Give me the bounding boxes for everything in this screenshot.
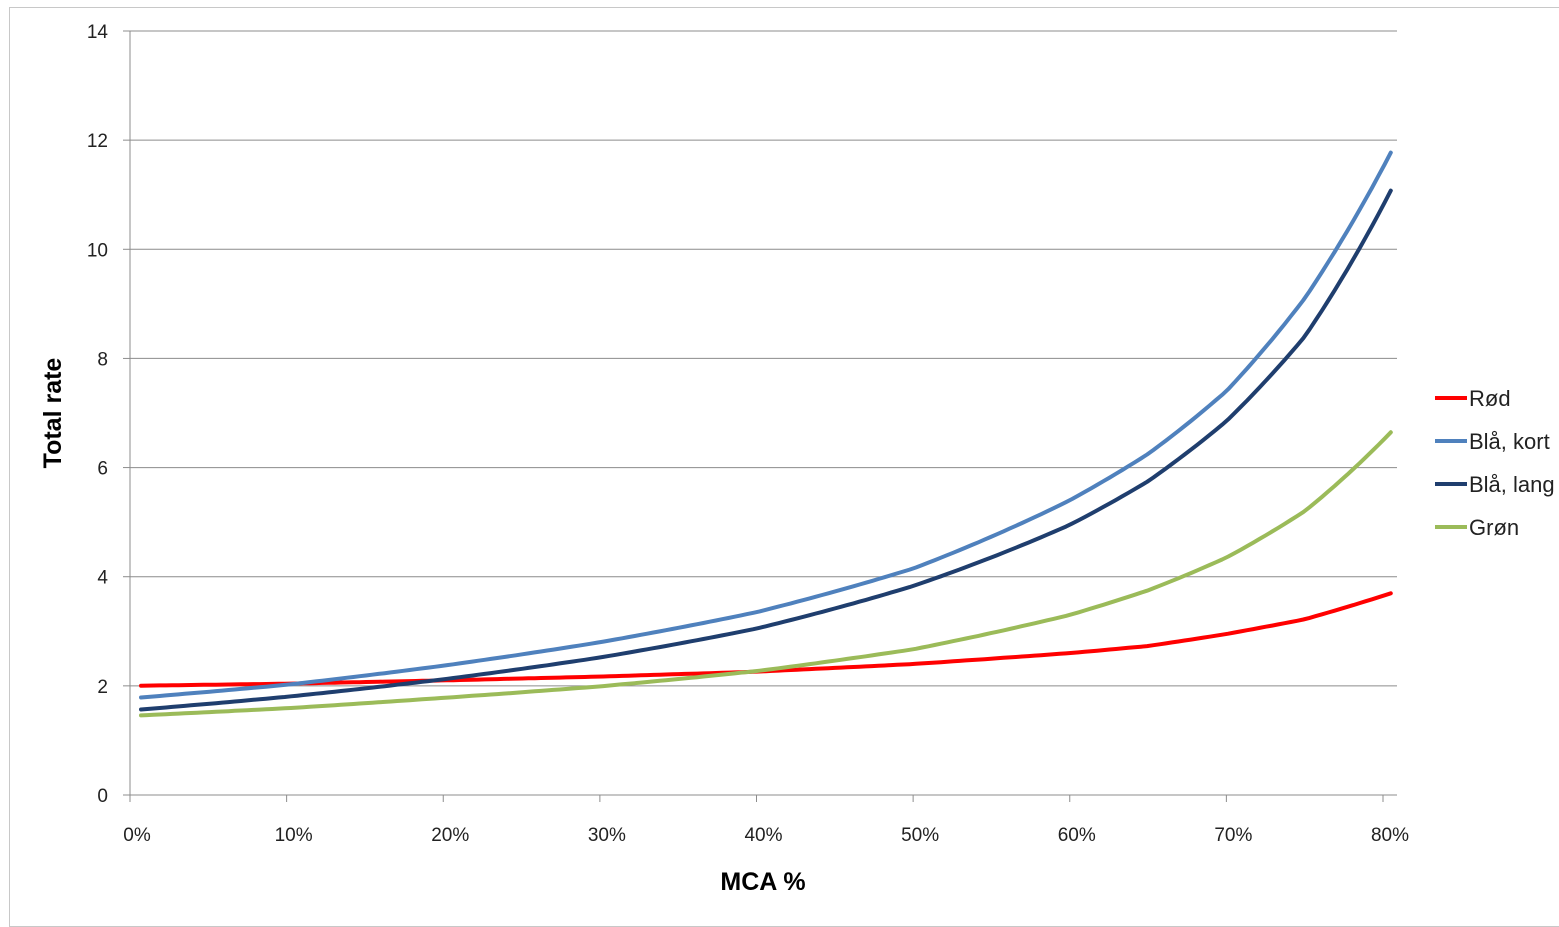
legend-label: Blå, lang <box>1469 472 1555 497</box>
x-tick-label: 60% <box>1058 825 1096 846</box>
x-tick-label: 30% <box>588 825 626 846</box>
series-lines <box>139 150 1393 718</box>
x-axis-title: MCA % <box>720 868 805 896</box>
legend-label: Rød <box>1469 386 1511 411</box>
y-tick-label: 0 <box>97 786 108 807</box>
x-tick-label: 70% <box>1214 825 1252 846</box>
x-tick-label: 0% <box>123 825 151 846</box>
x-tick-label: 20% <box>431 825 469 846</box>
y-tick-label: 4 <box>97 568 108 589</box>
x-tick-label: 80% <box>1371 825 1409 846</box>
series-line <box>139 150 1393 700</box>
x-tick-label: 50% <box>901 825 939 846</box>
y-axis-title: Total rate <box>39 358 67 469</box>
axes <box>123 30 1397 802</box>
grid-lines <box>130 30 1397 687</box>
y-tick-label: 8 <box>97 349 108 370</box>
x-tick-label: 40% <box>744 825 782 846</box>
y-tick-labels: 0 2 4 6 8 10 12 14 <box>87 22 109 807</box>
y-tick-label: 12 <box>87 131 108 152</box>
x-tick-label: 10% <box>275 825 313 846</box>
series-line <box>139 430 1393 718</box>
series-line <box>139 188 1393 712</box>
y-tick-label: 10 <box>87 240 108 261</box>
legend-label: Blå, kort <box>1469 429 1550 454</box>
x-tick-labels: 0% 10% 20% 30% 40% 50% 60% 70% 80% <box>123 825 1409 846</box>
legend-label: Grøn <box>1469 515 1519 540</box>
y-tick-label: 2 <box>97 677 108 698</box>
y-tick-label: 6 <box>97 459 108 480</box>
y-tick-label: 14 <box>87 22 109 43</box>
legend: Rød Blå, kort Blå, lang Grøn <box>1435 386 1555 540</box>
